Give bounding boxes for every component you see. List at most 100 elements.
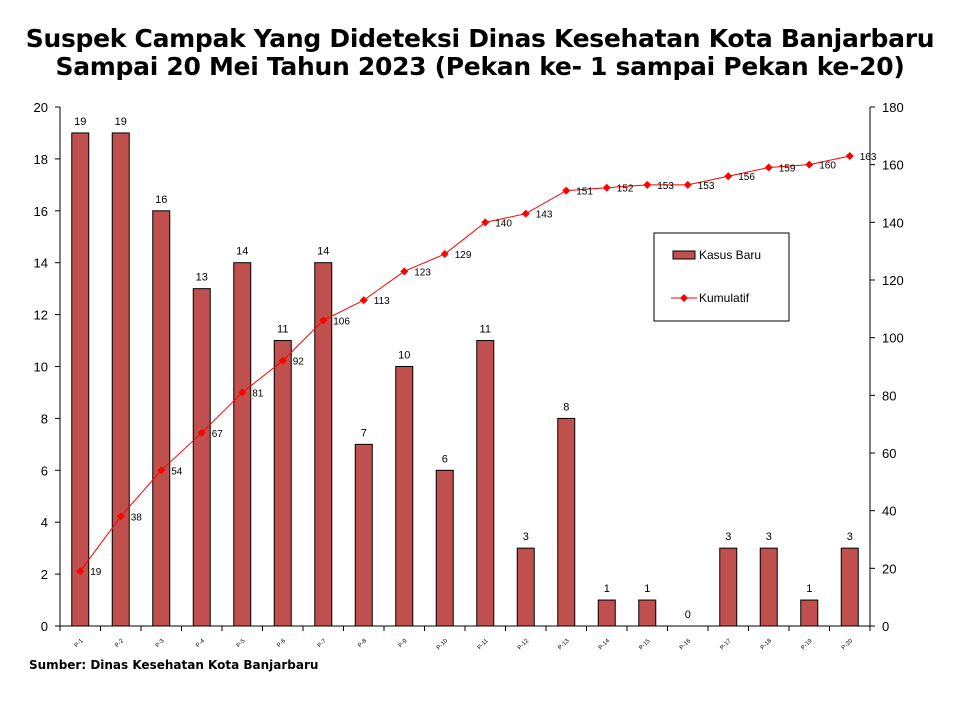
x-tick-label: P-7 xyxy=(317,638,328,649)
y-left-tick-label: 14 xyxy=(34,256,48,271)
line-data-label: 129 xyxy=(455,250,472,261)
line-data-label: 160 xyxy=(819,161,836,172)
x-tick-label: P-6 xyxy=(276,638,287,649)
chart-title-line-2: Sampai 20 Mei Tahun 2023 (Pekan ke- 1 sa… xyxy=(55,52,905,81)
x-tick-label: P-15 xyxy=(638,638,652,652)
bar-data-label: 3 xyxy=(847,531,853,543)
legend-marker-kumulatif xyxy=(680,294,688,302)
line-marker xyxy=(845,152,854,161)
line-marker xyxy=(724,172,733,181)
x-tick-label: P-5 xyxy=(236,638,247,649)
bar-kasus-baru xyxy=(719,547,738,627)
bar-data-label: 16 xyxy=(155,194,167,206)
line-data-label: 163 xyxy=(860,152,877,163)
bar-kasus-baru xyxy=(800,599,819,627)
y-left-tick-label: 12 xyxy=(34,308,48,323)
x-tick-label: P-11 xyxy=(477,638,490,651)
legend-swatch-kasus-baru xyxy=(672,250,696,260)
y-right-tick-label: 180 xyxy=(882,100,904,115)
legend-label-kasus-baru: Kasus Baru xyxy=(699,248,761,262)
y-right-tick-label: 100 xyxy=(882,331,904,346)
bar-data-label: 1 xyxy=(806,583,812,595)
x-tick-label: P-16 xyxy=(679,638,693,652)
line-data-label: 54 xyxy=(171,466,183,477)
bar-data-label: 3 xyxy=(523,531,529,543)
bar-data-label: 0 xyxy=(685,609,691,621)
line-data-label: 67 xyxy=(212,429,224,440)
bar-data-label: 3 xyxy=(725,531,731,543)
bar-kasus-baru xyxy=(192,288,211,627)
bar-kasus-baru xyxy=(314,262,333,627)
line-marker xyxy=(562,186,571,195)
bar-data-label: 11 xyxy=(277,324,288,336)
bar-kasus-baru xyxy=(273,340,292,627)
line-data-label: 38 xyxy=(131,512,143,523)
y-right-tick-label: 20 xyxy=(882,561,896,576)
legend-box xyxy=(653,232,790,322)
chart-title-line-1: Suspek Campak Yang Dideteksi Dinas Keseh… xyxy=(25,24,935,53)
line-data-label: 123 xyxy=(414,267,431,278)
y-left-tick-label: 6 xyxy=(41,463,48,478)
x-tick-label: P-14 xyxy=(598,638,612,652)
line-data-label: 159 xyxy=(779,164,796,175)
bar-kasus-baru xyxy=(354,443,373,627)
x-tick-label: P-20 xyxy=(841,638,855,652)
y-left-tick-label: 0 xyxy=(41,619,48,634)
line-data-label: 92 xyxy=(293,357,305,368)
line-data-label: 153 xyxy=(657,181,674,192)
line-marker xyxy=(764,163,773,172)
line-data-label: 106 xyxy=(333,316,350,327)
bar-kasus-baru xyxy=(435,469,454,627)
x-tick-label: P-9 xyxy=(398,638,409,649)
line-marker xyxy=(805,160,814,169)
line-data-label: 19 xyxy=(90,567,102,578)
line-marker xyxy=(602,183,611,192)
line-marker xyxy=(521,209,530,218)
line-marker xyxy=(481,218,490,227)
bar-kasus-baru xyxy=(233,262,252,627)
line-kumulatif xyxy=(79,155,850,572)
bar-kasus-baru xyxy=(759,547,778,627)
bar-data-label: 14 xyxy=(317,246,329,258)
line-data-label: 81 xyxy=(252,388,264,399)
x-tick-label: P-3 xyxy=(155,638,166,649)
line-marker xyxy=(319,316,328,325)
y-right-tick-label: 120 xyxy=(882,273,904,288)
bar-kasus-baru xyxy=(557,417,576,627)
line-marker xyxy=(197,428,206,437)
x-tick-label: P-1 xyxy=(74,638,85,649)
line-data-label: 152 xyxy=(617,184,634,195)
line-marker xyxy=(643,180,652,189)
bar-kasus-baru xyxy=(71,132,90,627)
bar-data-label: 19 xyxy=(115,116,127,128)
y-left-tick-label: 18 xyxy=(34,152,48,167)
line-data-label: 143 xyxy=(536,210,553,221)
y-right-tick-label: 40 xyxy=(882,504,896,519)
line-data-label: 113 xyxy=(374,296,390,307)
y-left-tick-label: 16 xyxy=(34,204,48,219)
bar-kasus-baru xyxy=(111,132,130,627)
x-tick-label: P-17 xyxy=(719,638,733,652)
bar-kasus-baru xyxy=(597,599,616,627)
bar-data-label: 7 xyxy=(361,427,367,439)
line-marker xyxy=(76,567,85,576)
line-marker xyxy=(359,296,368,305)
y-left-tick-label: 2 xyxy=(41,567,48,582)
source-note: Sumber: Dinas Kesehatan Kota Banjarbaru xyxy=(29,658,319,672)
x-tick-label: P-4 xyxy=(195,638,206,649)
bar-kasus-baru xyxy=(840,547,859,627)
line-data-label: 153 xyxy=(698,181,715,192)
bar-data-label: 6 xyxy=(442,453,448,465)
bar-kasus-baru xyxy=(476,340,495,627)
line-marker xyxy=(440,250,449,259)
legend-label-kumulatif: Kumulatif xyxy=(699,291,750,305)
line-marker xyxy=(278,356,287,365)
x-tick-label: P-18 xyxy=(760,638,774,652)
y-left-tick-label: 10 xyxy=(34,360,48,375)
bar-data-label: 3 xyxy=(766,531,772,543)
bar-kasus-baru xyxy=(516,547,535,627)
x-tick-label: P-19 xyxy=(800,638,814,652)
y-right-tick-label: 160 xyxy=(882,158,904,173)
y-right-tick-label: 80 xyxy=(882,388,896,403)
bar-data-label: 8 xyxy=(563,401,569,413)
